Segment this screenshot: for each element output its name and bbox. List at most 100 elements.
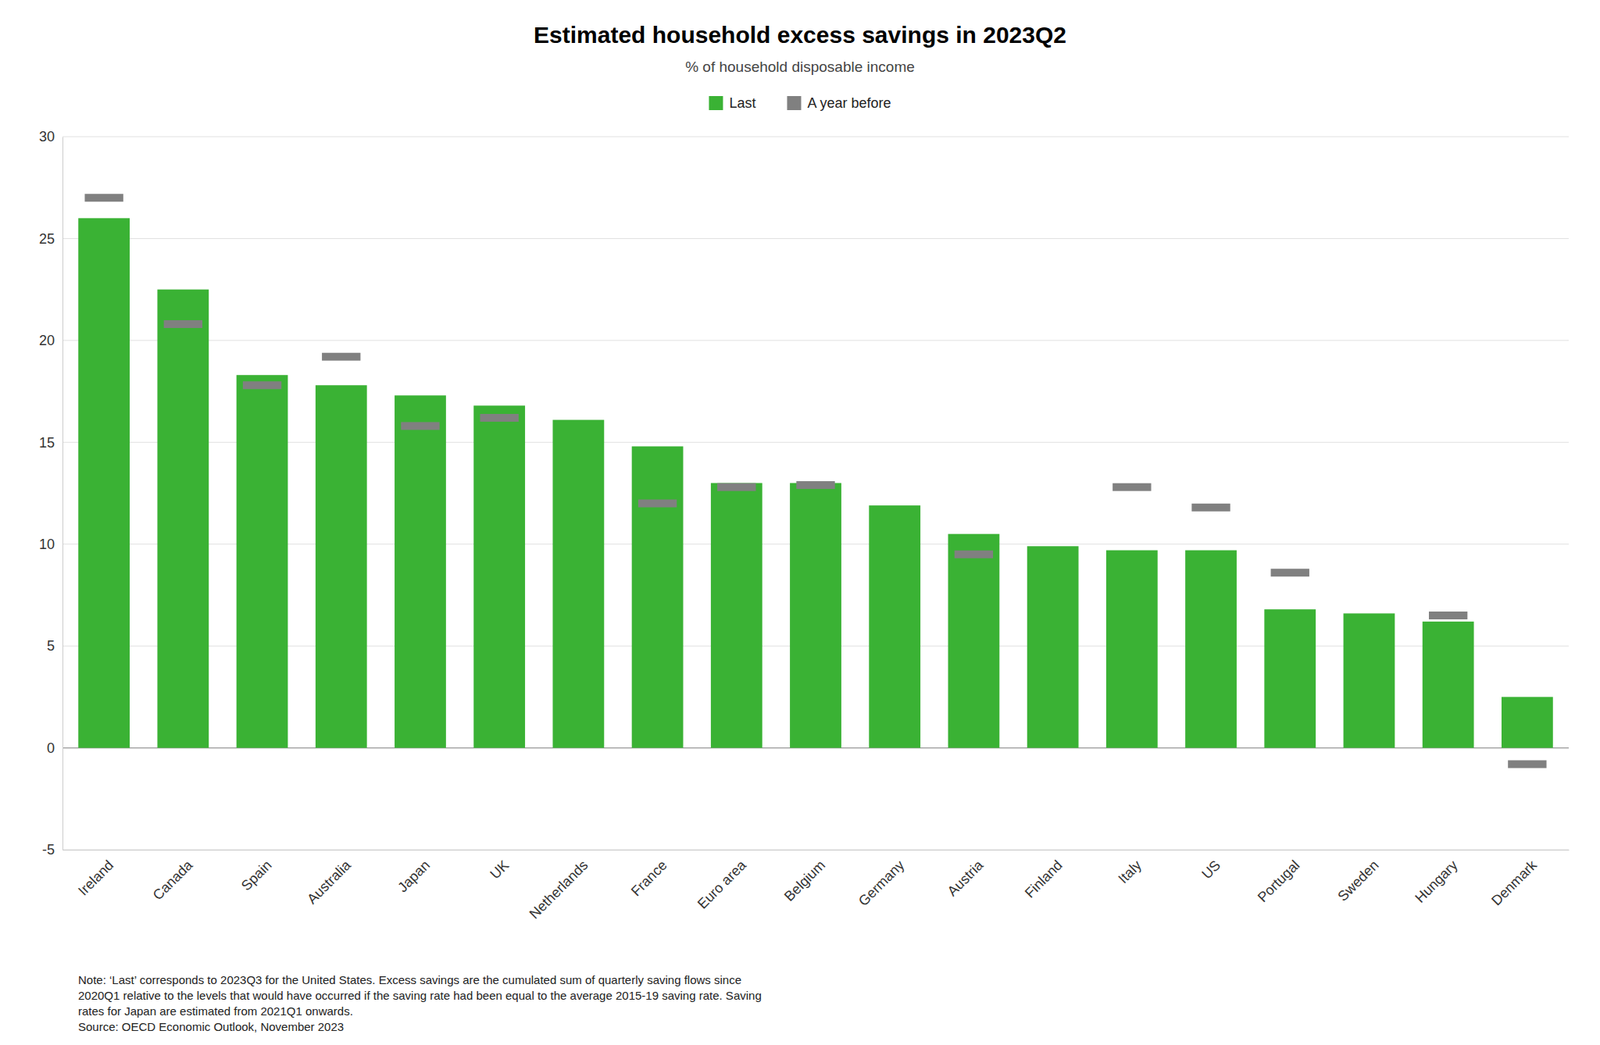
grid-line: [62, 850, 1569, 851]
source: Source: OECD Economic Outlook, November …: [78, 1020, 344, 1034]
note: Note: ‘Last’ corresponds to 2023Q3 for t…: [78, 973, 742, 987]
bar: [157, 289, 209, 749]
marker: [1271, 568, 1310, 577]
bar: [78, 217, 130, 748]
grid-line: [62, 442, 1569, 443]
x-tick: Canada: [150, 857, 197, 904]
y-tick-label: 20: [39, 332, 55, 349]
marker: [1191, 503, 1230, 512]
marker: [1428, 611, 1468, 620]
marker: [1112, 483, 1151, 492]
x-tick: Hungary: [1412, 857, 1461, 907]
legend-label: Last: [728, 95, 756, 111]
y-tick: 25: [39, 231, 63, 247]
legend-swatch: [786, 96, 801, 111]
notes: Note: ‘Last’ corresponds to 2023Q3 for t…: [78, 973, 762, 1034]
y-tick-label: 0: [46, 740, 55, 757]
y-tick: 30: [39, 128, 63, 145]
y-tick-label: 30: [39, 128, 55, 145]
subtitle: % of household disposable income: [685, 58, 915, 75]
note: rates for Japan are estimated from 2021Q…: [78, 1004, 354, 1018]
marker: [400, 421, 440, 430]
x-tick-label: US: [1198, 857, 1224, 883]
bar: [473, 405, 525, 748]
marker: [321, 353, 361, 361]
bar: [1422, 621, 1475, 749]
marker: [164, 320, 203, 329]
marker: [480, 414, 519, 422]
legend-label: A year before: [807, 95, 891, 111]
x-tick-label: Euro area: [694, 857, 750, 913]
marker: [84, 193, 123, 202]
x-tick-label: Ireland: [75, 857, 117, 900]
x-tick: Germany: [855, 857, 908, 910]
series: [78, 217, 1554, 748]
x-tick: US: [1198, 857, 1224, 883]
bar: [1501, 696, 1554, 748]
bar: [1343, 613, 1396, 748]
legend: Last A year before: [708, 95, 891, 111]
marker: [796, 481, 835, 490]
bar: [1185, 550, 1237, 749]
x-tick-label: Canada: [150, 857, 197, 904]
x-tick: Denmark: [1488, 857, 1540, 909]
bar: [394, 395, 447, 748]
y-tick-label: 25: [39, 231, 55, 247]
x-tick-label: Italy: [1114, 857, 1144, 887]
marker: [242, 381, 282, 390]
x-tick-label: Sweden: [1334, 857, 1382, 905]
x-tick: Spain: [238, 857, 275, 895]
grid-line: [62, 339, 1569, 341]
grid-line: [62, 136, 1569, 138]
x-tick-label: Japan: [394, 857, 433, 897]
x-tick: Netherlands: [526, 857, 592, 923]
x-tick: Japan: [394, 857, 433, 897]
x-tick-label: Spain: [238, 857, 275, 895]
x-tick: Belgium: [781, 857, 829, 905]
series: [84, 193, 1547, 768]
x-axis: Ireland Canada Spain Australia Japan UK Nether…: [63, 850, 1570, 923]
x-tick: Portugal: [1254, 857, 1304, 907]
y-tick: 5: [46, 638, 63, 654]
y-tick-label: 10: [39, 536, 55, 553]
grid-line: [62, 238, 1569, 240]
x-tick: Australia: [303, 857, 354, 908]
bar: [868, 505, 921, 748]
x-tick: Euro area: [694, 857, 750, 913]
bar: [1027, 546, 1079, 748]
x-tick: Finland: [1021, 857, 1066, 902]
x-tick-label: Germany: [855, 857, 908, 910]
y-axis: -5 0 5 10 15 20 25 30: [39, 128, 64, 858]
x-axis-line: [63, 850, 1570, 851]
y-tick: 0: [46, 740, 63, 757]
x-tick: France: [628, 857, 671, 900]
x-tick: Sweden: [1334, 857, 1382, 905]
x-tick-label: Denmark: [1488, 857, 1540, 909]
note: 2020Q1 relative to the levels that would…: [78, 989, 762, 1003]
x-tick-label: Belgium: [781, 857, 829, 905]
marker: [954, 550, 993, 559]
legend-item: A year before: [786, 95, 891, 111]
x-tick-label: UK: [486, 857, 512, 883]
y-tick-label: -5: [42, 842, 55, 858]
x-tick: Italy: [1114, 857, 1144, 887]
bar: [1106, 550, 1158, 749]
y-tick: 10: [39, 536, 63, 553]
x-tick-label: Hungary: [1412, 857, 1461, 907]
x-tick: Ireland: [75, 857, 117, 900]
marker: [638, 500, 677, 508]
x-tick-label: Portugal: [1254, 857, 1304, 907]
x-tick-label: Finland: [1021, 857, 1066, 902]
chart: Estimated household excess savings in 20…: [0, 0, 1600, 1045]
bar: [1264, 609, 1316, 748]
y-tick: -5: [42, 842, 63, 858]
x-tick: UK: [486, 857, 512, 883]
marks: [78, 193, 1554, 768]
plot: -5 0 5 10 15 20 25 30 Ireland Canada Spain Australi…: [39, 128, 1570, 922]
y-tick-label: 15: [39, 435, 55, 451]
bar: [315, 385, 368, 748]
bar: [948, 534, 1000, 749]
y-tick: 20: [39, 332, 63, 349]
legend-swatch: [708, 96, 723, 111]
x-tick-label: Netherlands: [526, 857, 592, 923]
